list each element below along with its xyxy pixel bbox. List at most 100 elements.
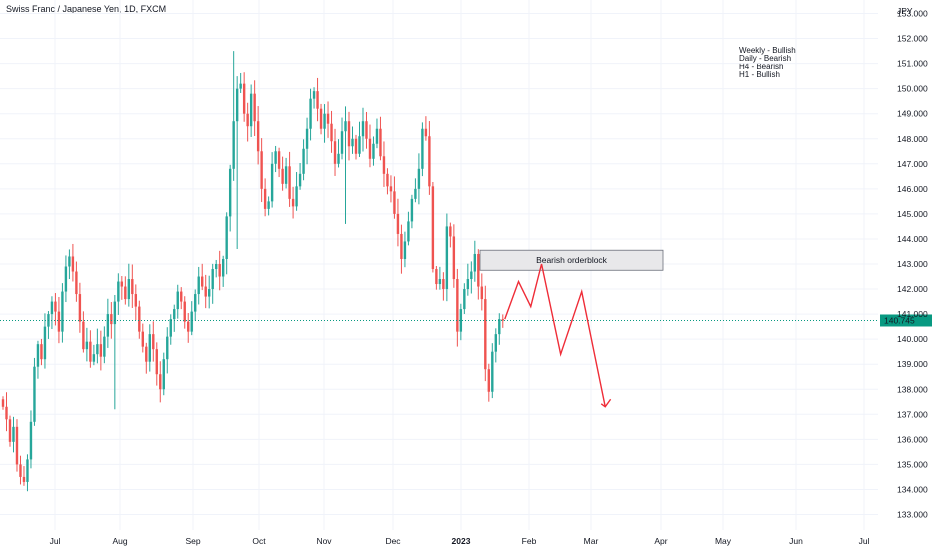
candle-body — [15, 426, 19, 465]
candle-body — [242, 83, 246, 114]
candle-body — [75, 271, 78, 295]
candle-body — [466, 279, 470, 290]
candle-body — [400, 233, 403, 259]
currency-label: JPY — [897, 6, 913, 16]
y-axis: 133.000 134.000 135.000 136.000 137.000 138.0… — [897, 6, 928, 520]
candle-body — [138, 306, 141, 332]
candle-body — [260, 151, 263, 189]
candle-body — [312, 91, 316, 99]
candle-body — [166, 336, 169, 360]
candle-body — [277, 151, 281, 169]
candle-body — [159, 374, 162, 390]
candle-body — [249, 93, 253, 127]
candle-body — [456, 279, 459, 332]
candle-body — [141, 331, 144, 347]
candle-body — [386, 173, 389, 187]
candle-body — [263, 188, 267, 209]
candle-body — [442, 279, 445, 290]
candle-body — [127, 279, 131, 300]
y-tick-label: 133.000 — [897, 510, 928, 520]
candle-body — [33, 366, 36, 422]
last-price-text: 140.745 — [884, 315, 915, 325]
candle-body — [354, 138, 358, 154]
candle-body — [204, 286, 207, 297]
projection-path — [504, 263, 606, 407]
note-h1: H1 - Bullish — [739, 70, 780, 79]
candle-body — [134, 294, 138, 307]
candle-body — [99, 344, 103, 357]
candle-body — [54, 301, 57, 312]
candle-body — [173, 309, 176, 320]
candle-body — [477, 253, 480, 287]
candle-body — [256, 121, 260, 152]
x-tick-label: Mar — [584, 536, 599, 546]
grid — [0, 0, 878, 530]
x-tick-label: Jun — [789, 536, 803, 546]
candle-body — [29, 421, 33, 460]
chart-title: Swiss Franc / Japanese Yen, 1D, FXCM — [6, 4, 167, 14]
candle-body — [26, 459, 29, 482]
candle-body — [302, 148, 305, 174]
candle-body — [92, 354, 96, 362]
candle-body — [361, 121, 365, 137]
candle-body — [295, 186, 298, 207]
candle-body — [382, 156, 386, 174]
note-daily: Daily - Bearish — [739, 54, 792, 63]
orderblock-label: Bearish orderblock — [536, 255, 608, 265]
y-tick-label: 143.000 — [897, 259, 928, 269]
candle-body — [358, 136, 361, 154]
candle-body — [214, 264, 218, 270]
candle-body — [96, 344, 99, 355]
x-tick-label: Nov — [316, 536, 332, 546]
candle-body — [155, 349, 158, 375]
candle-body — [431, 186, 435, 270]
y-tick-label: 142.000 — [897, 284, 928, 294]
candle-body — [491, 351, 494, 392]
candle-body — [274, 151, 277, 164]
candle-body — [330, 123, 333, 142]
candle-body — [379, 128, 382, 157]
y-tick-label: 152.000 — [897, 34, 928, 44]
x-tick-label: Apr — [654, 536, 667, 546]
candle-body — [232, 121, 235, 169]
candle-body — [117, 281, 120, 302]
y-tick-label: 147.000 — [897, 159, 928, 169]
candle-body — [103, 336, 106, 357]
candle-body — [267, 201, 270, 209]
candle-body — [309, 98, 312, 129]
candle-body — [372, 143, 375, 159]
candle-body — [176, 291, 179, 310]
candle-body — [459, 309, 463, 332]
x-tick-label: Jul — [50, 536, 61, 546]
candle-body — [375, 128, 379, 144]
candle-body — [228, 168, 232, 217]
candle-body — [211, 269, 214, 290]
candle-body — [71, 256, 75, 272]
candle-body — [410, 198, 414, 222]
candle-body — [501, 319, 504, 321]
candle-body — [435, 269, 438, 285]
candle-body — [298, 173, 302, 187]
candle-body — [64, 266, 68, 292]
candle-body — [368, 138, 372, 159]
candle-body — [190, 311, 193, 332]
candle-body — [197, 276, 200, 295]
x-tick-label: Oct — [252, 536, 266, 546]
candle-body — [407, 221, 410, 242]
candle-body — [452, 236, 456, 280]
candle-body — [365, 121, 368, 139]
y-tick-label: 134.000 — [897, 484, 928, 494]
y-tick-label: 136.000 — [897, 434, 928, 444]
projection-arrowhead — [600, 398, 612, 408]
annotations: 140.745 Bearish orderblock — [0, 249, 932, 408]
candle-body — [106, 314, 110, 337]
candle-body — [19, 464, 22, 477]
y-tick-label: 150.000 — [897, 84, 928, 94]
candle-body — [110, 314, 113, 325]
x-tick-label: Aug — [112, 536, 127, 546]
candle-body — [120, 281, 124, 287]
candle-body — [218, 264, 221, 277]
x-tick-label: May — [715, 536, 732, 546]
candle-body — [57, 311, 61, 332]
